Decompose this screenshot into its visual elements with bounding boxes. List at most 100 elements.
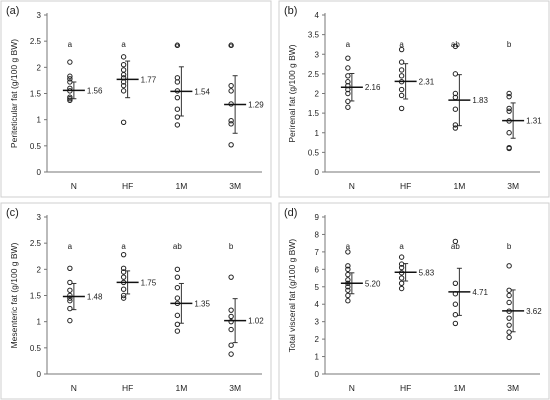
- y-tick-label: 2.5: [308, 70, 320, 79]
- y-tick-label: 9: [315, 213, 320, 222]
- data-point: [345, 277, 351, 283]
- data-point: [452, 90, 459, 97]
- data-point: [398, 105, 405, 112]
- data-point: [120, 251, 127, 258]
- data-point: [120, 54, 127, 60]
- data-point: [120, 295, 127, 301]
- data-point: [228, 118, 234, 124]
- x-tick-label: 3M: [229, 181, 241, 191]
- x-tick-label: HF: [122, 181, 133, 191]
- data-point: [228, 313, 234, 320]
- data-point: [345, 284, 351, 290]
- y-tick-label: 5: [315, 283, 320, 292]
- panel-border: [0, 202, 272, 400]
- data-point: [506, 322, 512, 328]
- data-point: [228, 326, 234, 333]
- panel-a: 0 0.5 1 1.5 2 2.5 3 Periteticular fat (g/100 g …: [0, 0, 272, 198]
- y-tick-label: 0.5: [30, 142, 42, 151]
- y-tick-label: 0.5: [308, 148, 320, 157]
- data-point: [228, 274, 234, 280]
- data-point: [120, 88, 127, 94]
- data-point: [452, 238, 459, 245]
- data-point: [174, 114, 181, 120]
- data-point: [67, 79, 73, 85]
- x-tick-label: N: [71, 181, 77, 191]
- mean-label: 1.75: [141, 278, 157, 287]
- panel-label: (a): [6, 5, 19, 17]
- x-tick-label: 1M: [453, 383, 465, 393]
- mean-label: 1.35: [194, 299, 210, 308]
- data-point: [452, 301, 459, 307]
- significance-letter: a: [229, 40, 234, 49]
- y-tick-label: 1: [37, 116, 42, 125]
- data-point: [452, 125, 459, 131]
- mean-label: 1.48: [87, 293, 103, 302]
- y-tick-label: 2: [37, 63, 42, 72]
- x-tick-label: N: [349, 383, 355, 393]
- mean-label: 2.16: [365, 83, 381, 92]
- data-point: [228, 351, 234, 357]
- data-point: [345, 292, 351, 299]
- y-tick-label: 0.5: [30, 344, 42, 353]
- y-tick-label: 0: [37, 370, 42, 379]
- data-point: [228, 307, 234, 313]
- data-point: [228, 342, 234, 348]
- panel-border: [278, 0, 550, 198]
- significance-letter: a: [399, 40, 404, 49]
- y-tick-label: 3: [315, 318, 320, 327]
- data-point: [398, 264, 405, 271]
- y-tick-label: 0: [37, 168, 42, 177]
- significance-letter: a: [175, 40, 180, 49]
- data-point: [67, 73, 73, 79]
- data-point: [228, 121, 234, 127]
- mean-label: 4.71: [472, 288, 488, 297]
- mean-label: 1.83: [472, 96, 488, 105]
- x-tick-label: 3M: [229, 383, 241, 393]
- data-point: [67, 292, 73, 299]
- data-point: [398, 73, 405, 79]
- y-axis-label: Periteticular fat (g/100 g BW): [9, 39, 19, 148]
- x-tick-label: 3M: [507, 181, 519, 191]
- x-tick-label: 1M: [175, 383, 187, 393]
- mean-label: 1.31: [526, 117, 542, 126]
- data-point: [174, 94, 181, 101]
- panel-border: [0, 0, 272, 198]
- data-point: [67, 96, 73, 102]
- data-point: [345, 263, 351, 269]
- data-point: [398, 280, 405, 286]
- data-point: [345, 249, 351, 255]
- y-axis-label: Mesenteric fat (g/100 g BW): [9, 242, 19, 348]
- y-tick-label: 1.5: [30, 292, 42, 301]
- data-point: [120, 274, 127, 280]
- y-tick-label: 2.5: [30, 239, 42, 248]
- data-point: [345, 79, 351, 85]
- y-axis-label: Total visceral fat (g/100 g BW): [287, 239, 297, 353]
- data-point: [452, 43, 459, 50]
- data-point: [506, 329, 512, 335]
- significance-letter: b: [229, 242, 234, 251]
- data-point: [398, 285, 405, 292]
- data-point: [452, 311, 459, 318]
- significance-letter: a: [346, 242, 351, 251]
- y-tick-label: 1.5: [308, 109, 320, 118]
- panel-label: (b): [284, 5, 297, 17]
- data-point: [398, 254, 405, 260]
- data-point: [67, 265, 73, 271]
- data-point: [174, 295, 181, 301]
- data-point: [345, 287, 351, 293]
- y-tick-label: 8: [315, 230, 320, 239]
- significance-letter: b: [507, 40, 512, 49]
- data-point: [506, 90, 512, 97]
- data-point: [120, 286, 127, 292]
- data-point: [120, 62, 127, 68]
- data-point: [398, 67, 405, 73]
- data-point: [398, 46, 405, 53]
- significance-letter: a: [121, 40, 126, 49]
- data-point: [67, 305, 73, 312]
- significance-letter: ab: [173, 242, 182, 251]
- data-point: [398, 261, 405, 267]
- data-point: [345, 55, 351, 61]
- y-tick-label: 1: [37, 318, 42, 327]
- data-point: [174, 312, 181, 319]
- data-point: [506, 108, 512, 114]
